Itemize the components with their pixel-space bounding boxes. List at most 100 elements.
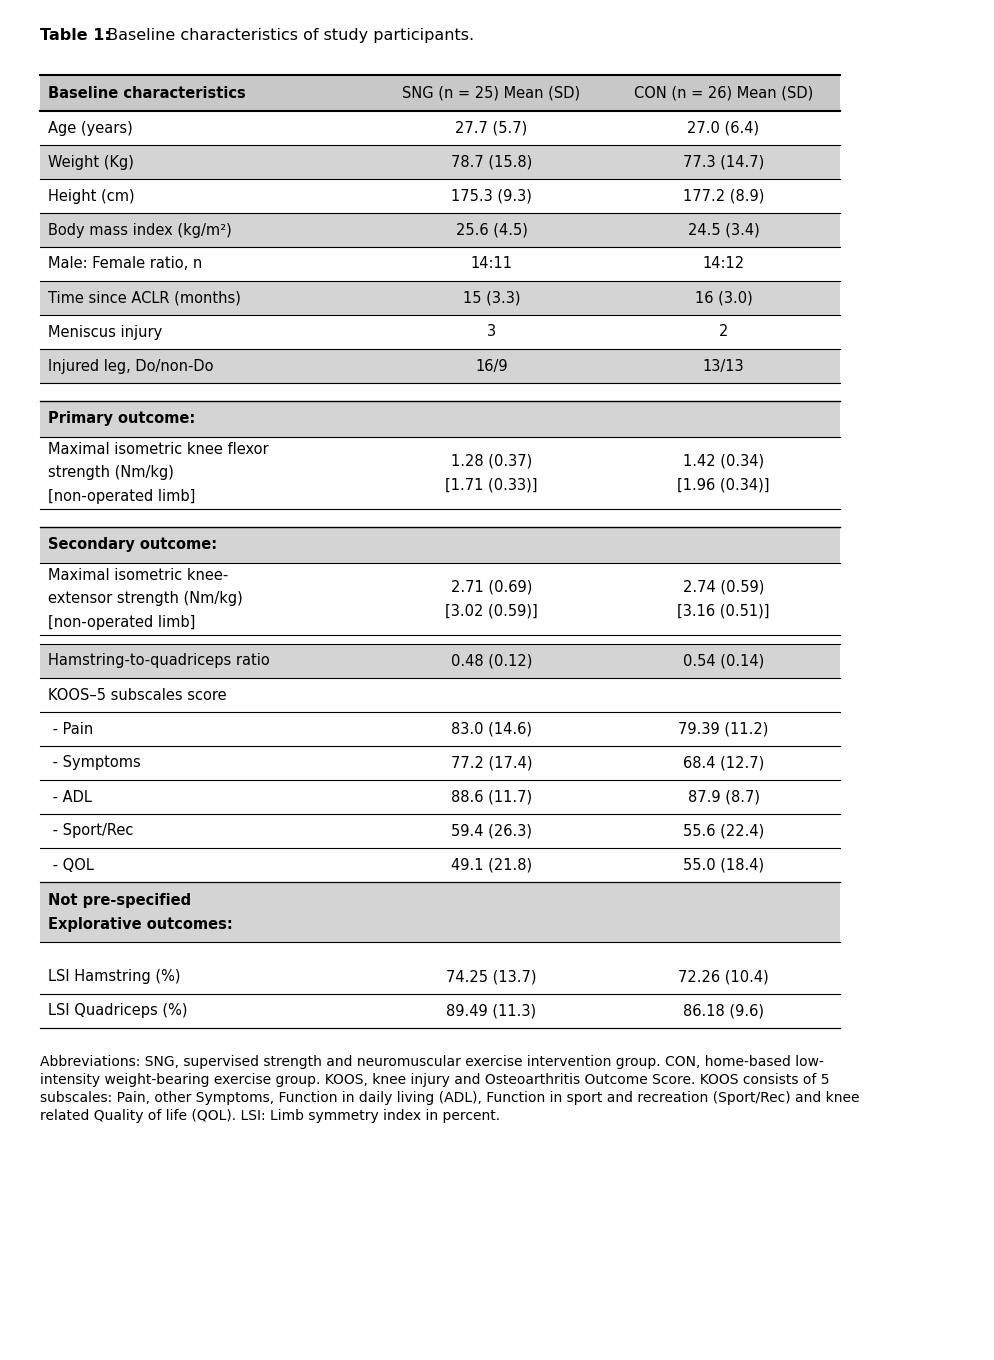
Text: CON (n = 26) Mean (SD): CON (n = 26) Mean (SD) (634, 86, 813, 101)
Text: 0.54 (0.14): 0.54 (0.14) (683, 654, 764, 669)
Text: 79.39 (11.2): 79.39 (11.2) (678, 722, 768, 737)
Bar (607, 146, 840, 180)
Bar (607, 645, 840, 679)
Bar (607, 960, 840, 994)
Bar (376, 713, 607, 747)
Text: 13/13: 13/13 (703, 359, 745, 374)
Text: 74.25 (13.7): 74.25 (13.7) (446, 970, 537, 985)
Text: Abbreviations: SNG, supervised strength and neuromuscular exercise intervention : Abbreviations: SNG, supervised strength … (40, 1055, 824, 1069)
Text: Height (cm): Height (cm) (48, 189, 134, 204)
Bar (40, 781, 376, 815)
Bar (40, 883, 376, 942)
Text: Time since ACLR (months): Time since ACLR (months) (48, 291, 241, 306)
Bar (40, 960, 376, 994)
Bar (376, 350, 607, 384)
Text: related Quality of life (QOL). LSI: Limb symmetry index in percent.: related Quality of life (QOL). LSI: Limb… (40, 1108, 500, 1123)
Bar (607, 713, 840, 747)
Bar (607, 563, 840, 635)
Bar (376, 526, 607, 563)
Text: 15 (3.3): 15 (3.3) (463, 291, 520, 306)
Text: - Symptoms: - Symptoms (48, 756, 141, 771)
Bar (376, 75, 607, 112)
Bar (607, 994, 840, 1028)
Text: extensor strength (Nm/kg): extensor strength (Nm/kg) (48, 592, 243, 607)
Text: subscales: Pain, other Symptoms, Function in daily living (ADL), Function in spo: subscales: Pain, other Symptoms, Functio… (40, 1091, 860, 1104)
Text: 55.6 (22.4): 55.6 (22.4) (683, 824, 764, 839)
Bar (376, 849, 607, 883)
Text: 16/9: 16/9 (475, 359, 508, 374)
Bar (376, 282, 607, 316)
Bar (376, 960, 607, 994)
Text: [3.02 (0.59)]: [3.02 (0.59)] (445, 604, 538, 619)
Bar (607, 679, 840, 713)
Text: 0.48 (0.12): 0.48 (0.12) (451, 654, 532, 669)
Text: 24.5 (3.4): 24.5 (3.4) (688, 223, 759, 238)
Text: [non-operated limb]: [non-operated limb] (48, 616, 196, 631)
Text: Meniscus injury: Meniscus injury (48, 325, 162, 340)
Bar (607, 849, 840, 883)
Text: 16 (3.0): 16 (3.0) (695, 291, 752, 306)
Bar (40, 75, 376, 112)
Text: 14:11: 14:11 (470, 257, 513, 272)
Text: 175.3 (9.3): 175.3 (9.3) (451, 189, 532, 204)
Bar (376, 747, 607, 781)
Text: 88.6 (11.7): 88.6 (11.7) (451, 790, 532, 805)
Bar (40, 180, 376, 214)
Bar (376, 645, 607, 679)
Text: - ADL: - ADL (48, 790, 91, 805)
Bar (40, 526, 376, 563)
Text: 2.74 (0.59): 2.74 (0.59) (683, 579, 764, 594)
Text: 77.2 (17.4): 77.2 (17.4) (450, 756, 532, 771)
Bar (40, 146, 376, 180)
Bar (40, 713, 376, 747)
Bar (607, 747, 840, 781)
Bar (376, 437, 607, 509)
Text: LSI Quadriceps (%): LSI Quadriceps (%) (48, 1004, 188, 1019)
Bar (376, 563, 607, 635)
Text: 72.26 (10.4): 72.26 (10.4) (678, 970, 769, 985)
Text: LSI Hamstring (%): LSI Hamstring (%) (48, 970, 181, 985)
Bar (40, 679, 376, 713)
Bar (376, 112, 607, 146)
Bar (376, 316, 607, 350)
Bar (607, 282, 840, 316)
Text: strength (Nm/kg): strength (Nm/kg) (48, 465, 174, 480)
Text: 27.0 (6.4): 27.0 (6.4) (688, 121, 759, 136)
Text: 177.2 (8.9): 177.2 (8.9) (683, 189, 764, 204)
Text: Maximal isometric knee-: Maximal isometric knee- (48, 567, 229, 582)
Bar (40, 401, 376, 437)
Text: Age (years): Age (years) (48, 121, 133, 136)
Text: Baseline characteristics of study participants.: Baseline characteristics of study partic… (102, 29, 474, 44)
Bar (40, 214, 376, 248)
Text: - QOL: - QOL (48, 858, 93, 873)
Text: - Sport/Rec: - Sport/Rec (48, 824, 133, 839)
Text: Table 1:: Table 1: (40, 29, 110, 44)
Text: KOOS–5 subscales score: KOOS–5 subscales score (48, 688, 227, 703)
Text: 1.42 (0.34): 1.42 (0.34) (683, 453, 764, 468)
Bar (607, 180, 840, 214)
Text: 78.7 (15.8): 78.7 (15.8) (451, 155, 532, 170)
Bar (40, 282, 376, 316)
Text: 83.0 (14.6): 83.0 (14.6) (451, 722, 532, 737)
Bar (40, 563, 376, 635)
Bar (607, 214, 840, 248)
Text: Body mass index (kg/m²): Body mass index (kg/m²) (48, 223, 232, 238)
Text: intensity weight-bearing exercise group. KOOS, knee injury and Osteoarthritis Ou: intensity weight-bearing exercise group.… (40, 1073, 830, 1087)
Text: Secondary outcome:: Secondary outcome: (48, 537, 217, 552)
Text: Primary outcome:: Primary outcome: (48, 412, 195, 427)
Bar (376, 401, 607, 437)
Bar (376, 146, 607, 180)
Text: Baseline characteristics: Baseline characteristics (48, 86, 246, 101)
Bar (607, 75, 840, 112)
Bar (607, 401, 840, 437)
Bar (376, 781, 607, 815)
Text: 25.6 (4.5): 25.6 (4.5) (455, 223, 528, 238)
Text: Weight (Kg): Weight (Kg) (48, 155, 134, 170)
Bar (607, 112, 840, 146)
Bar (40, 350, 376, 384)
Bar (40, 645, 376, 679)
Bar (376, 679, 607, 713)
Text: Hamstring-to-quadriceps ratio: Hamstring-to-quadriceps ratio (48, 654, 269, 669)
Text: 86.18 (9.6): 86.18 (9.6) (683, 1004, 764, 1019)
Bar (40, 112, 376, 146)
